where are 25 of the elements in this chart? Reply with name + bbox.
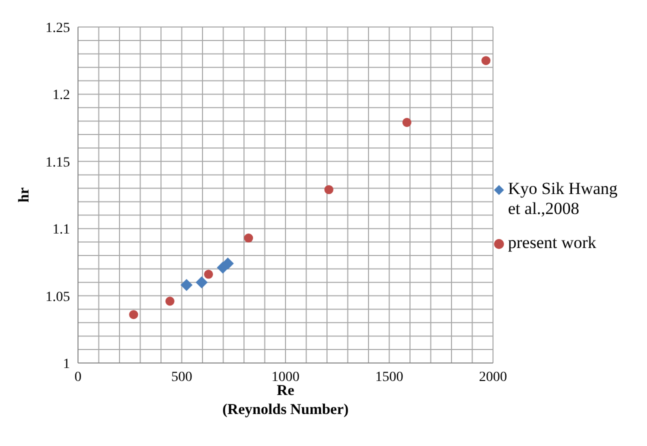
point	[180, 279, 193, 292]
legend-label: present work	[508, 233, 596, 253]
legend-label: Kyo Sik Hwang et al.,2008	[508, 179, 619, 219]
point	[222, 258, 234, 270]
y-tick-label: 1.15	[46, 155, 70, 170]
y-tick-label: 1	[63, 356, 70, 372]
y-tick-label: 1.05	[46, 290, 70, 305]
x-axis-title: Re (Reynolds Number)	[222, 383, 349, 418]
y-tick-label: 1.2	[52, 88, 70, 104]
y-axis-title: hr	[16, 187, 32, 202]
x-tick-label: 0	[74, 370, 82, 385]
y-tick-label: 1.25	[46, 20, 70, 36]
point	[244, 234, 254, 243]
x-tick-label: 2000	[479, 370, 507, 385]
y-tick-label: 1.1	[52, 222, 70, 238]
point	[402, 118, 412, 127]
point	[481, 56, 490, 66]
x-tick-label: 1500	[375, 370, 404, 385]
x-tick-label: 1000	[272, 370, 300, 385]
point	[324, 185, 334, 194]
point	[196, 276, 208, 288]
point	[129, 310, 138, 320]
x-tick-label: 500	[171, 370, 192, 385]
point	[204, 270, 214, 279]
point	[165, 296, 174, 306]
